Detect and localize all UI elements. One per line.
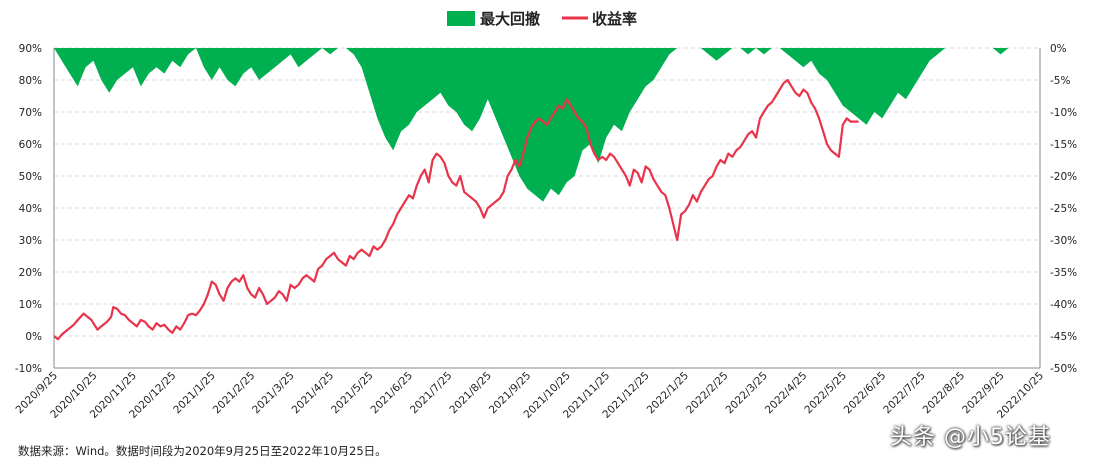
legend-return-label: 收益率 [592, 10, 637, 28]
right-tick-label: -35% [1050, 267, 1077, 279]
left-tick-label: -10% [15, 363, 42, 375]
right-tick-label: -20% [1050, 171, 1077, 183]
left-tick-label: 70% [19, 107, 42, 119]
right-tick-label: -30% [1050, 235, 1077, 247]
right-tick-label: -10% [1050, 107, 1077, 119]
left-tick-label: 10% [19, 299, 42, 311]
right-tick-label: 0% [1050, 43, 1067, 55]
left-tick-label: 90% [19, 43, 42, 55]
left-tick-label: 0% [25, 331, 42, 343]
left-tick-label: 80% [19, 75, 42, 87]
left-tick-label: 30% [19, 235, 42, 247]
left-tick-label: 50% [19, 171, 42, 183]
right-tick-label: -50% [1050, 363, 1077, 375]
left-tick-label: 20% [19, 267, 42, 279]
right-tick-label: -15% [1050, 139, 1077, 151]
left-tick-label: 60% [19, 139, 42, 151]
source-note: 数据来源：Wind。数据时间段为2020年9月25日至2022年10月25日。 [18, 444, 387, 458]
right-tick-label: -40% [1050, 299, 1077, 311]
watermark: 头条 @小5论基 [890, 425, 1051, 450]
legend-drawdown-swatch [447, 11, 475, 26]
right-tick-label: -25% [1050, 203, 1077, 215]
left-tick-label: 40% [19, 203, 42, 215]
legend-drawdown-label: 最大回撤 [480, 10, 540, 28]
return-line [53, 78, 859, 341]
right-tick-label: -45% [1050, 331, 1077, 343]
right-tick-label: -5% [1050, 75, 1070, 87]
